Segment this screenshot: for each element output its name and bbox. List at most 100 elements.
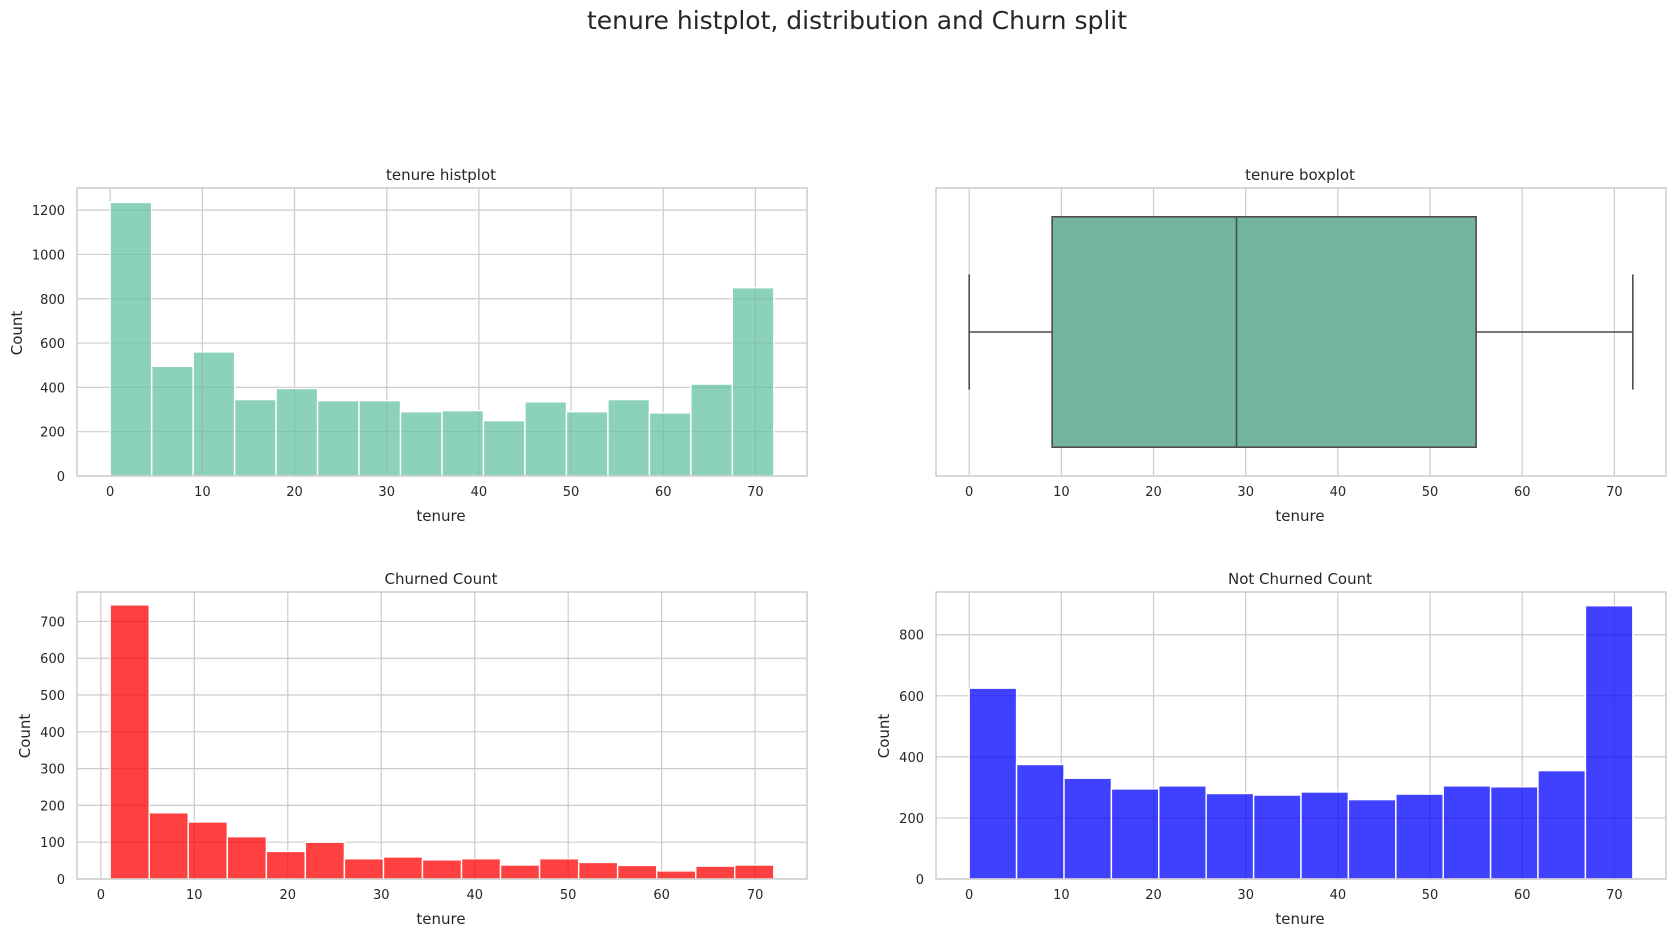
- x-axis-label: tenure: [1275, 507, 1324, 525]
- y-tick-label: 600: [40, 337, 65, 352]
- axes-frame: [76, 591, 808, 880]
- x-tick-label: 10: [1053, 888, 1070, 903]
- y-axis-label: Count: [875, 714, 893, 759]
- histogram-bar: [233, 398, 277, 477]
- histogram-bar: [1015, 763, 1065, 880]
- x-tick-label: 10: [194, 485, 211, 500]
- y-tick-label: 0: [57, 873, 65, 888]
- x-tick-label: 70: [1606, 485, 1623, 500]
- panel-title: Churned Count: [385, 570, 498, 588]
- y-tick-label: 200: [40, 799, 65, 814]
- histogram-bar: [1110, 788, 1160, 880]
- panel-title: tenure histplot: [386, 166, 496, 184]
- histogram-bar: [1584, 605, 1634, 880]
- x-tick-label: 40: [466, 888, 483, 903]
- histogram-bar: [265, 850, 307, 880]
- x-tick-label: 50: [560, 888, 577, 903]
- y-tick-label: 800: [40, 293, 65, 308]
- histogram-bar: [690, 383, 734, 477]
- y-tick-label: 200: [40, 426, 65, 441]
- not-churned-count-panel: Not Churned Count tenure Count 0 10 20 30 40…: [875, 570, 1667, 928]
- histogram-bar: [695, 865, 736, 880]
- histplot-panel: tenure histplot tenure Count 0 10 20 30 40 50…: [8, 166, 808, 525]
- y-axis-label: Count: [8, 311, 26, 356]
- x-tick-label: 60: [653, 888, 670, 903]
- histogram-bar: [304, 841, 346, 880]
- x-tick-label: 20: [1145, 888, 1162, 903]
- histogram-bar: [524, 401, 568, 477]
- y-tick-label: 300: [40, 763, 65, 778]
- histogram-bar: [316, 399, 360, 477]
- y-tick-label: 700: [40, 615, 65, 630]
- x-tick-label: 50: [1422, 485, 1439, 500]
- x-tick-label: 70: [747, 485, 764, 500]
- histogram-bar: [565, 411, 609, 477]
- x-tick-label: 30: [378, 485, 395, 500]
- histogram-bar: [150, 365, 194, 477]
- histogram-bar: [968, 687, 1018, 880]
- histogram-bar: [499, 864, 541, 880]
- histogram-bar: [343, 858, 385, 880]
- x-tick-label: 60: [1514, 485, 1531, 500]
- panel-title: tenure boxplot: [1245, 166, 1355, 184]
- x-axis-label: tenure: [1275, 910, 1324, 928]
- histogram-bar: [1205, 792, 1255, 880]
- box-iqr: [1051, 216, 1477, 448]
- y-tick-label: 600: [899, 690, 924, 705]
- histogram-bar: [275, 387, 319, 477]
- histogram-bar: [1300, 791, 1350, 880]
- x-tick-label: 30: [373, 888, 390, 903]
- histogram-bar: [226, 835, 268, 880]
- x-tick-label: 20: [286, 485, 303, 500]
- x-tick-label: 20: [1145, 485, 1162, 500]
- histogram-bar: [1395, 793, 1444, 880]
- histogram-bar: [731, 286, 775, 477]
- histogram-bar: [1489, 786, 1539, 880]
- x-axis-label: tenure: [416, 910, 465, 928]
- histogram-bar: [482, 419, 526, 477]
- histogram-bar: [358, 399, 402, 477]
- y-tick-label: 800: [899, 629, 924, 644]
- x-tick-label: 40: [471, 485, 488, 500]
- x-tick-label: 60: [1514, 888, 1531, 903]
- histogram-bar: [607, 398, 651, 477]
- histogram-bar: [1063, 777, 1113, 880]
- x-tick-label: 0: [106, 485, 114, 500]
- x-tick-label: 0: [965, 485, 973, 500]
- histogram-bar: [441, 409, 485, 477]
- axes-frame: [76, 187, 808, 477]
- x-tick-label: 30: [1237, 485, 1254, 500]
- y-tick-label: 0: [57, 470, 65, 485]
- y-tick-label: 500: [40, 689, 65, 704]
- x-tick-label: 30: [1237, 888, 1254, 903]
- y-tick-label: 400: [40, 726, 65, 741]
- histogram-bar: [734, 864, 775, 880]
- histogram-bar: [148, 812, 189, 880]
- y-tick-label: 600: [40, 652, 65, 667]
- figure-title: tenure histplot, distribution and Churn …: [587, 6, 1127, 35]
- y-tick-label: 100: [40, 836, 65, 851]
- x-tick-label: 0: [97, 888, 105, 903]
- y-tick-label: 1200: [32, 204, 65, 219]
- histogram-bar: [656, 870, 697, 880]
- axes-frame: [935, 187, 1667, 477]
- x-tick-label: 70: [747, 888, 764, 903]
- histogram-bar: [109, 604, 150, 880]
- histogram-bar: [1347, 798, 1397, 880]
- x-tick-label: 40: [1330, 485, 1347, 500]
- histogram-bar: [382, 856, 424, 880]
- y-tick-label: 1000: [32, 248, 65, 263]
- y-tick-label: 200: [899, 812, 924, 827]
- histogram-bar: [421, 859, 463, 880]
- y-tick-label: 400: [40, 381, 65, 396]
- x-tick-label: 50: [1422, 888, 1439, 903]
- x-tick-label: 10: [186, 888, 203, 903]
- histogram-bar: [187, 821, 228, 880]
- histogram-bar: [648, 412, 692, 477]
- histogram-bar: [192, 351, 236, 477]
- histogram-bar: [1158, 785, 1207, 880]
- boxplot-panel: tenure boxplot tenure 0 10 20 30 40 50 60 70: [935, 166, 1667, 525]
- y-axis-label: Count: [16, 714, 34, 759]
- y-tick-label: 400: [899, 751, 924, 766]
